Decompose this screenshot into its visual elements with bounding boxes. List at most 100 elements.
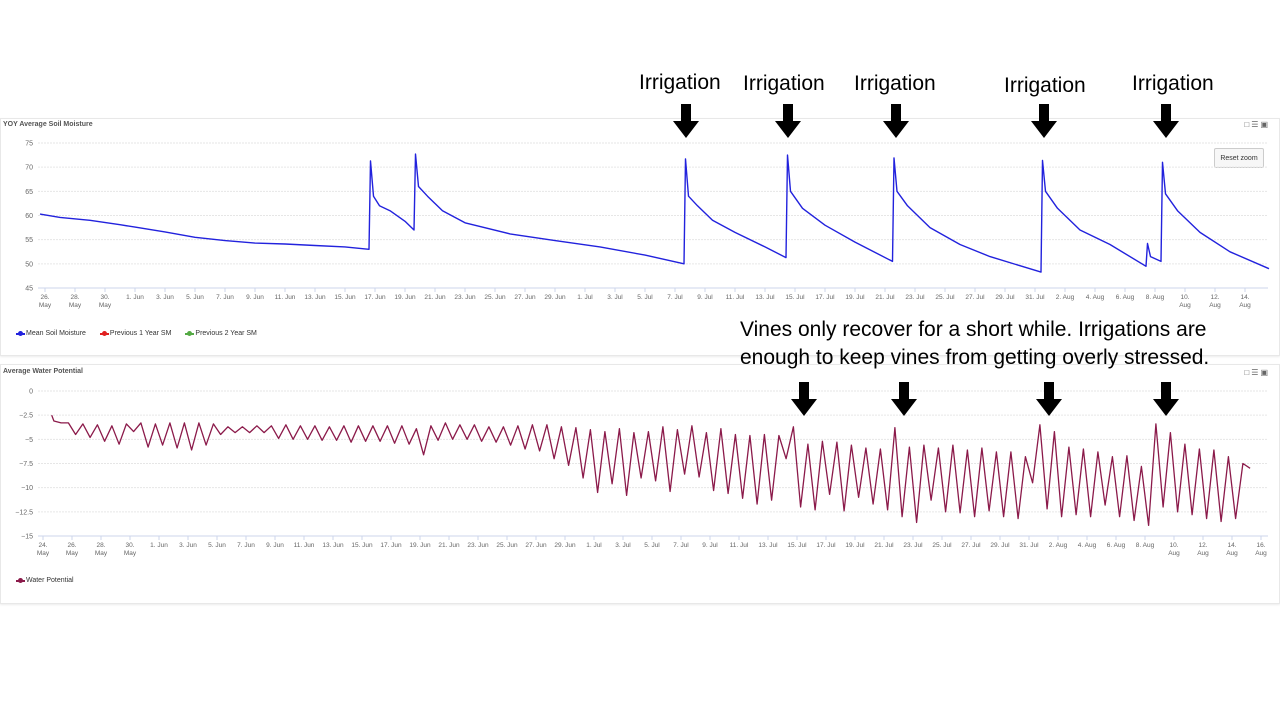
x-tick-label: 13. Jun <box>322 542 344 549</box>
x-tick-label: 25. Jun <box>496 542 518 549</box>
x-tick-label: 6. Aug <box>1116 294 1135 301</box>
x-tick-label: 23. Jul <box>905 294 925 301</box>
x-tick-label: 1. Jun <box>126 294 144 301</box>
table-icon[interactable]: ☰ <box>1251 368 1261 377</box>
x-tick-label: 23. Jul <box>903 542 923 549</box>
x-tick-label: 2. Aug <box>1056 294 1075 301</box>
x-tick-label: 23. Jun <box>467 542 489 549</box>
x-tick-label: 17. Jul <box>815 294 835 301</box>
mean-soil-moisture-line <box>39 153 1270 273</box>
annotation-note-line2: enough to keep vines from getting overly… <box>740 346 1210 369</box>
y-tick-label: 60 <box>25 213 33 220</box>
down-arrow-icon <box>1036 382 1062 416</box>
water-potential-title: Average Water Potential <box>3 368 84 375</box>
x-tick-label: 17. Jun <box>364 294 386 301</box>
x-tick-label: 29. Jun <box>554 542 576 549</box>
x-tick-label: 27. Jul <box>961 542 981 549</box>
x-tick-label: 29. Jul <box>990 542 1010 549</box>
fullscreen-icon[interactable]: ▣ <box>1260 120 1270 129</box>
legend-previous-1-year[interactable]: Previous 1 Year SM <box>99 330 171 337</box>
x-tick-label: 17. Jul <box>816 542 836 549</box>
x-tick-label: 24. May <box>37 542 50 557</box>
x-tick-label: 5. Jun <box>186 294 204 301</box>
x-tick-label: 25. Jun <box>484 294 506 301</box>
annotation-note-line1: Vines only recover for a short while. Ir… <box>740 318 1207 341</box>
x-tick-label: 13. Jul <box>758 542 778 549</box>
x-tick-label: 28. May <box>69 294 82 309</box>
x-tick-label: 27. Jul <box>965 294 985 301</box>
x-tick-label: 15. Jul <box>787 542 807 549</box>
chart1-toolbar: □☰▣ <box>1244 120 1270 129</box>
x-tick-label: 25. Jul <box>932 542 952 549</box>
legend-marker-icon <box>16 577 25 583</box>
down-arrow-icon <box>1153 382 1179 416</box>
x-tick-label: 23. Jun <box>454 294 476 301</box>
x-tick-label: 9. Jun <box>266 542 284 549</box>
x-tick-label: 11. Jun <box>294 542 315 549</box>
x-tick-label: 4. Aug <box>1086 294 1105 301</box>
legend-water-potential[interactable]: Water Potential <box>16 577 74 584</box>
y-tick-label: 50 <box>25 261 33 268</box>
x-tick-label: 25. Jul <box>935 294 955 301</box>
down-arrow-icon <box>883 104 909 138</box>
x-tick-label: 27. Jun <box>525 542 547 549</box>
x-tick-label: 15. Jun <box>351 542 373 549</box>
irrigation-label: Irrigation <box>1132 72 1214 95</box>
x-tick-label: 11. Jul <box>726 294 745 301</box>
x-tick-label: 3. Jun <box>156 294 174 301</box>
x-tick-label: 19. Jul <box>845 542 865 549</box>
x-tick-label: 19. Jul <box>845 294 865 301</box>
legend-label: Mean Soil Moisture <box>26 330 86 337</box>
x-tick-label: 14. Aug <box>1239 294 1251 309</box>
x-tick-label: 8. Aug <box>1136 542 1155 549</box>
x-tick-label: 3. Jul <box>607 294 623 301</box>
x-tick-label: 5. Jul <box>644 542 660 549</box>
x-tick-label: 7. Jul <box>673 542 689 549</box>
irrigation-label: Irrigation <box>854 72 936 95</box>
soil-moisture-panel <box>0 118 1280 356</box>
soil-moisture-title: YOY Average Soil Moisture <box>3 121 93 128</box>
x-tick-label: 7. Jun <box>237 542 255 549</box>
x-tick-label: 29. Jul <box>995 294 1015 301</box>
x-tick-label: 10. Aug <box>1168 542 1180 557</box>
bar-chart-icon[interactable]: □ <box>1244 368 1252 377</box>
x-tick-label: 3. Jun <box>179 542 197 549</box>
soil-moisture-legend: Mean Soil Moisture Previous 1 Year SM Pr… <box>16 330 257 337</box>
chart2-toolbar: □☰▣ <box>1244 368 1270 377</box>
legend-previous-2-year[interactable]: Previous 2 Year SM <box>185 330 257 337</box>
x-tick-label: 13. Jun <box>304 294 326 301</box>
y-tick-label: 0 <box>29 389 33 396</box>
x-tick-label: 16. Aug <box>1255 542 1267 557</box>
x-tick-label: 8. Aug <box>1146 294 1165 301</box>
x-tick-label: 12. Aug <box>1197 542 1209 557</box>
x-tick-label: 31. Jul <box>1025 294 1045 301</box>
x-tick-label: 10. Aug <box>1179 294 1191 309</box>
x-tick-label: 27. Jun <box>514 294 536 301</box>
x-tick-label: 19. Jun <box>394 294 416 301</box>
x-tick-label: 9. Jul <box>697 294 713 301</box>
x-tick-label: 6. Aug <box>1107 542 1126 549</box>
fullscreen-icon[interactable]: ▣ <box>1260 368 1270 377</box>
x-tick-label: 9. Jul <box>702 542 718 549</box>
y-tick-label: −7.5 <box>19 461 33 468</box>
y-tick-label: 65 <box>25 189 33 196</box>
down-arrow-icon <box>1153 104 1179 138</box>
x-tick-label: 7. Jun <box>216 294 234 301</box>
bar-chart-icon[interactable]: □ <box>1244 120 1252 129</box>
down-arrow-icon <box>775 104 801 138</box>
x-tick-label: 30. May <box>124 542 137 557</box>
y-tick-label: −15 <box>21 534 33 541</box>
x-tick-label: 7. Jul <box>667 294 683 301</box>
y-tick-label: 75 <box>25 141 33 148</box>
x-tick-label: 21. Jul <box>875 294 895 301</box>
table-icon[interactable]: ☰ <box>1251 120 1261 129</box>
x-tick-label: 21. Jun <box>438 542 460 549</box>
y-tick-label: 55 <box>25 237 33 244</box>
water-potential-legend: Water Potential <box>16 577 74 584</box>
x-tick-label: 28. May <box>95 542 108 557</box>
down-arrow-icon <box>1031 104 1057 138</box>
irrigation-label: Irrigation <box>743 72 825 95</box>
x-tick-label: 21. Jul <box>874 542 894 549</box>
legend-mean-soil-moisture[interactable]: Mean Soil Moisture <box>16 330 86 337</box>
